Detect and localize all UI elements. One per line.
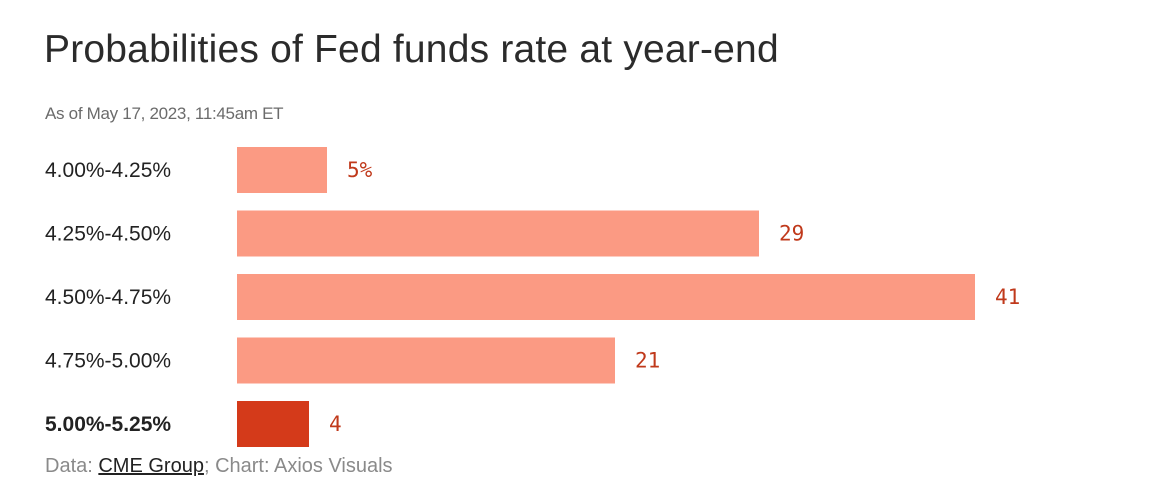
value-label: 21 bbox=[635, 349, 660, 373]
bar bbox=[237, 147, 327, 193]
value-label: 4 bbox=[329, 412, 342, 436]
category-label: 4.75%-5.00% bbox=[45, 350, 171, 373]
source-link-cme-group[interactable]: CME Group bbox=[98, 455, 204, 477]
value-label: 29 bbox=[779, 222, 804, 246]
category-label: 4.00%-4.25% bbox=[45, 159, 171, 182]
category-label: 4.25%-4.50% bbox=[45, 223, 171, 246]
bar bbox=[237, 274, 975, 320]
value-label: 5% bbox=[347, 158, 373, 182]
source-prefix: Data: bbox=[45, 455, 99, 477]
category-label: 4.50%-4.75% bbox=[45, 286, 171, 309]
value-label: 41 bbox=[995, 285, 1020, 309]
chart-title: Probabilities of Fed funds rate at year-… bbox=[44, 28, 779, 71]
source-note: Data: CME Group; Chart: Axios Visuals bbox=[45, 455, 393, 478]
chart-credit: ; Chart: Axios Visuals bbox=[203, 455, 393, 477]
bar bbox=[237, 210, 759, 257]
bar bbox=[237, 337, 615, 384]
chart-subtitle: As of May 17, 2023, 11:45am ET bbox=[45, 104, 284, 123]
category-label: 5.00%-5.25% bbox=[45, 413, 171, 436]
bar bbox=[237, 401, 309, 447]
